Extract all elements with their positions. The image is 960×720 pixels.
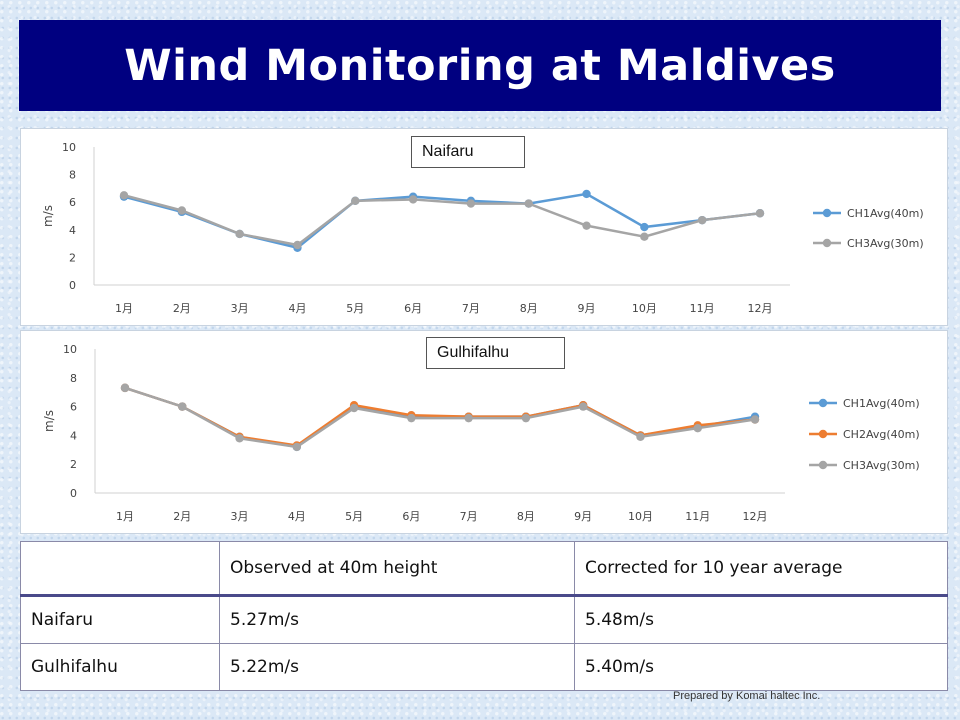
data-point [582,189,591,199]
y-tick-label: 2 [70,458,77,471]
y-tick-label: 0 [69,279,76,292]
table-cell-corrected: 5.40m/s [574,643,948,691]
title-bar: Wind Monitoring at Maldives [19,20,941,111]
series-line-3 [124,386,756,449]
x-tick-label: 3月 [231,510,249,523]
x-tick-label: 6月 [402,510,420,523]
x-tick-label: 12月 [743,510,768,523]
table-header-cell [20,541,220,597]
y-tick-label: 6 [69,196,76,209]
y-axis-title: m/s [42,410,56,432]
data-point [178,402,187,411]
data-point [349,403,359,413]
series-line-2 [123,194,761,247]
table-row: Gulhifalhu 5.22m/s 5.40m/s [20,643,948,691]
chart-naifaru: m/s 0 2 4 6 8 10 1月 2月 3月 4月 5月 6月 7月 8月 9月 10月 11月 12月 CH1… [41,141,924,315]
legend-swatch-marker [818,429,828,439]
y-tick-label: 10 [62,141,76,154]
data-point [697,215,707,225]
data-point [582,221,591,230]
y-tick-label: 2 [69,251,76,264]
x-tick-label: 11月 [685,510,710,523]
data-point [177,206,187,215]
data-point [351,196,360,206]
y-tick-label: 4 [70,429,77,442]
data-point [464,413,473,423]
data-point [292,442,302,452]
site-label-naifaru: Naifaru [411,136,525,168]
data-point [466,199,476,208]
x-tick-label: 2月 [173,510,191,523]
x-tick-label: 3月 [231,302,249,315]
x-tick-label: 11月 [690,302,715,315]
data-point [640,232,649,241]
x-tick-label: 1月 [116,510,134,523]
x-tick-label: 1月 [115,302,133,315]
table-cell-observed: 5.22m/s [219,643,575,691]
table-cell-site: Naifaru [20,595,220,644]
table-header-cell: Observed at 40m height [219,541,575,597]
y-axis-title: m/s [41,205,55,227]
data-point [521,413,531,423]
data-point [120,383,130,393]
y-tick-label: 6 [70,401,77,414]
data-point [235,229,244,239]
table-row: Naifaru 5.27m/s 5.48m/s [20,595,948,644]
x-tick-label: 5月 [345,510,363,523]
series-line-2 [124,386,756,447]
y-tick-label: 10 [63,343,77,356]
data-point [636,432,645,442]
table-cell-observed: 5.27m/s [219,595,575,644]
chart-gulhifalhu: m/s 0 2 4 6 8 10 1月 2月 3月 4月 5月 6月 7月 8月 9月 10月 11月 12月 CH1… [42,343,920,523]
data-point [640,222,649,232]
x-tick-label: 5月 [346,302,364,315]
footer-credit: Prepared by Komai haltec Inc. [673,690,821,702]
x-tick-label: 4月 [288,510,306,523]
data-point [755,209,765,218]
legend-swatch-marker [818,460,828,470]
legend-label: CH2Avg(40m) [843,428,920,441]
y-tick-label: 0 [70,487,77,500]
x-tick-label: 8月 [520,302,538,315]
legend-label: CH3Avg(30m) [843,459,920,472]
data-point [693,424,702,433]
x-tick-label: 4月 [288,302,306,315]
table-cell-corrected: 5.48m/s [574,595,948,644]
data-point [524,199,533,208]
legend-swatch-marker [818,398,828,408]
x-tick-label: 12月 [748,302,773,315]
data-point [235,434,244,443]
x-tick-label: 9月 [574,510,592,523]
x-tick-label: 8月 [517,510,535,523]
x-tick-label: 7月 [460,510,478,523]
x-tick-label: 7月 [462,302,480,315]
data-point [578,402,588,411]
x-tick-label: 10月 [628,510,653,523]
x-tick-label: 6月 [404,302,422,315]
summary-table: Observed at 40m height Corrected for 10 … [20,541,948,691]
page-title: Wind Monitoring at Maldives [124,40,836,91]
legend-swatch-marker [822,208,832,218]
x-tick-label: 10月 [632,302,657,315]
y-tick-label: 8 [69,169,76,182]
y-tick-label: 4 [69,224,76,237]
y-tick-label: 8 [70,372,77,385]
table-header-cell: Corrected for 10 year average [574,541,948,597]
data-point [407,413,416,423]
table-cell-site: Gulhifalhu [20,643,220,691]
legend-label: CH1Avg(40m) [843,397,920,410]
legend-label: CH1Avg(40m) [847,207,924,220]
data-point [119,191,129,200]
site-label-gulhifalhu: Gulhifalhu [426,337,565,369]
legend-label: CH3Avg(30m) [847,237,924,250]
data-point [408,195,418,204]
table-header-row: Observed at 40m height Corrected for 10 … [20,541,948,597]
x-tick-label: 9月 [578,302,596,315]
data-point [750,415,760,424]
data-point [293,240,302,250]
x-tick-label: 2月 [173,302,191,315]
legend-swatch-marker [822,238,832,248]
